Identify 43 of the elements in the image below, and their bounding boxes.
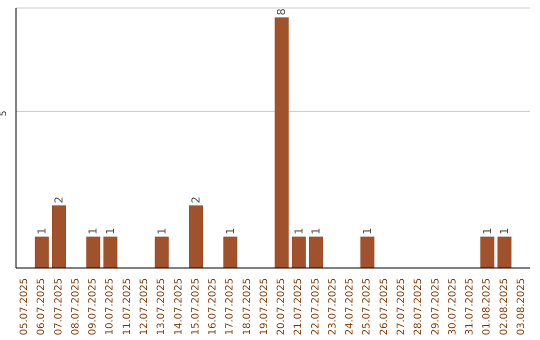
x-tick-label: 31.07.2025 (464, 278, 476, 336)
x-tick-label: 27.07.2025 (396, 278, 407, 336)
data-label: 8 (275, 8, 288, 16)
data-label: 1 (309, 228, 322, 235)
x-tick-label: 07.07.2025 (53, 278, 64, 336)
x-tick-label: 13.07.2025 (156, 278, 168, 336)
data-label: 1 (224, 228, 237, 235)
data-label: 2 (52, 196, 66, 204)
x-tick-label: 03.08.2025 (516, 278, 527, 336)
x-tick-label: 06.07.2025 (36, 278, 48, 336)
data-label: 1 (35, 228, 48, 235)
data-label: 1 (360, 228, 374, 235)
data-label: 2 (190, 196, 203, 204)
x-tick-label: 21.07.2025 (293, 278, 304, 336)
x-tick-label: 15.07.2025 (190, 278, 202, 336)
data-label: 1 (480, 228, 494, 235)
x-tick-label: 08.07.2025 (70, 278, 82, 336)
x-tick-label: 02.08.2025 (498, 278, 510, 336)
x-tick-label: 28.07.2025 (413, 278, 424, 336)
x-tick-label: 09.07.2025 (88, 278, 99, 336)
x-tick-label: 11.07.2025 (122, 278, 133, 336)
x-tick-label: 10.07.2025 (104, 278, 116, 336)
x-tick-label: 30.07.2025 (447, 278, 458, 336)
x-tick-label: 23.07.2025 (327, 278, 338, 336)
x-tick-label: 14.07.2025 (173, 278, 184, 336)
data-label: 1 (155, 228, 168, 235)
data-label: 1 (498, 228, 511, 235)
data-label: 1 (86, 228, 100, 235)
data-label: 1 (292, 228, 306, 235)
x-tick-label: 22.07.2025 (310, 278, 322, 336)
x-tick-label: 05.07.2025 (19, 278, 30, 336)
x-tick-label: 20.07.2025 (276, 278, 288, 336)
x-tick-label: 29.07.2025 (430, 278, 442, 336)
x-tick-label: 17.07.2025 (224, 278, 236, 336)
x-tick-label: 12.07.2025 (139, 278, 150, 336)
x-tick-label: 19.07.2025 (258, 278, 270, 336)
data-label: 1 (104, 228, 117, 235)
x-tick-label: 01.08.2025 (482, 278, 493, 336)
x-tick-label: 24.07.2025 (344, 278, 356, 336)
x-tick-label: 26.07.2025 (378, 278, 390, 336)
x-tick-label: 16.07.2025 (208, 278, 219, 336)
x-tick-label: 25.07.2025 (362, 278, 373, 336)
x-tick-label: 18.07.2025 (242, 278, 253, 336)
